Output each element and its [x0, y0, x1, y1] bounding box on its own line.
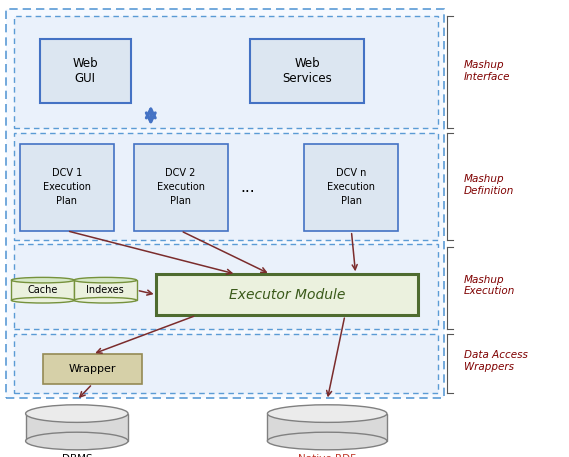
FancyBboxPatch shape: [134, 144, 228, 231]
Text: Data Access
Wrappers: Data Access Wrappers: [464, 350, 527, 372]
Text: Indexes: Indexes: [86, 285, 124, 295]
Ellipse shape: [11, 298, 74, 303]
Ellipse shape: [26, 432, 128, 450]
Polygon shape: [26, 414, 128, 441]
Ellipse shape: [267, 432, 387, 450]
Polygon shape: [74, 280, 137, 300]
Ellipse shape: [11, 277, 74, 283]
FancyBboxPatch shape: [14, 133, 438, 240]
Ellipse shape: [74, 298, 137, 303]
Text: Cache: Cache: [27, 285, 58, 295]
FancyBboxPatch shape: [20, 144, 114, 231]
Text: Executor Module: Executor Module: [229, 288, 345, 302]
Ellipse shape: [26, 405, 128, 422]
FancyBboxPatch shape: [14, 16, 438, 128]
FancyBboxPatch shape: [40, 39, 131, 103]
Ellipse shape: [267, 405, 387, 422]
Text: DCV n
Execution
Plan: DCV n Execution Plan: [327, 168, 376, 207]
FancyBboxPatch shape: [304, 144, 398, 231]
Text: DCV 1
Execution
Plan: DCV 1 Execution Plan: [43, 168, 91, 207]
Text: DBMS: DBMS: [61, 454, 92, 457]
Text: Wrapper: Wrapper: [69, 364, 116, 374]
Text: Mashup
Definition: Mashup Definition: [464, 174, 514, 196]
Polygon shape: [267, 414, 387, 441]
FancyBboxPatch shape: [43, 354, 142, 384]
FancyBboxPatch shape: [14, 334, 438, 393]
Text: ...: ...: [240, 180, 255, 195]
Polygon shape: [11, 280, 74, 300]
FancyBboxPatch shape: [156, 274, 418, 315]
FancyBboxPatch shape: [14, 244, 438, 329]
Text: DCV 2
Execution
Plan: DCV 2 Execution Plan: [156, 168, 205, 207]
Text: Mashup
Interface: Mashup Interface: [464, 60, 510, 82]
Text: Mashup
Execution: Mashup Execution: [464, 275, 515, 297]
Ellipse shape: [74, 277, 137, 283]
FancyBboxPatch shape: [250, 39, 364, 103]
Text: Native RDF: Native RDF: [298, 454, 356, 457]
Text: Web
GUI: Web GUI: [72, 57, 98, 85]
Text: Web
Services: Web Services: [282, 57, 332, 85]
FancyBboxPatch shape: [6, 9, 444, 398]
